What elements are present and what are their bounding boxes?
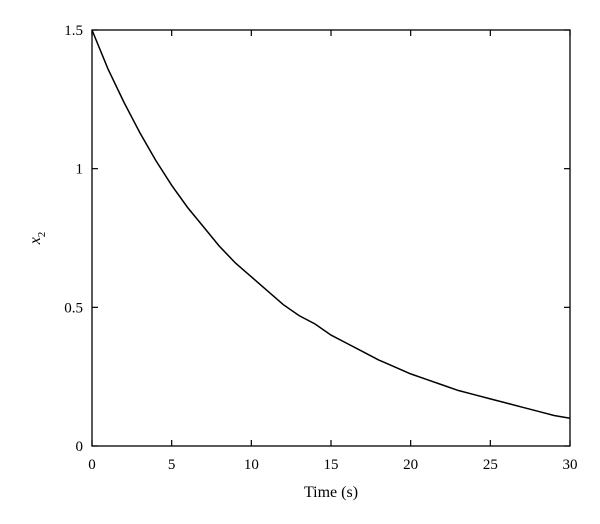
- x-axis-title: Time (s): [304, 484, 358, 501]
- y-tick-label: 0.5: [64, 300, 83, 316]
- x-tick-label: 30: [563, 457, 578, 473]
- y-axis-title-main: x: [27, 237, 44, 245]
- y-axis-title-subscript: 2: [36, 232, 48, 238]
- plot-frame: [91, 29, 571, 447]
- x-tick-label: 15: [324, 457, 339, 473]
- y-tick-label: 0: [76, 439, 84, 455]
- x-tick-label: 0: [88, 457, 96, 473]
- x-tick-label: 10: [244, 457, 259, 473]
- y-tick-label: 1: [76, 162, 84, 178]
- tick-labels: 0 5 10 15 20 25 30 0 0.5 1 1.5: [64, 23, 577, 473]
- x-tick-label: 20: [403, 457, 418, 473]
- series-line: [91, 29, 571, 420]
- ticks: [91, 29, 571, 447]
- y-axis-title: x2: [27, 232, 48, 246]
- x-tick-label: 25: [483, 457, 498, 473]
- x-tick-label: 5: [168, 457, 176, 473]
- y-tick-label: 1.5: [64, 23, 83, 39]
